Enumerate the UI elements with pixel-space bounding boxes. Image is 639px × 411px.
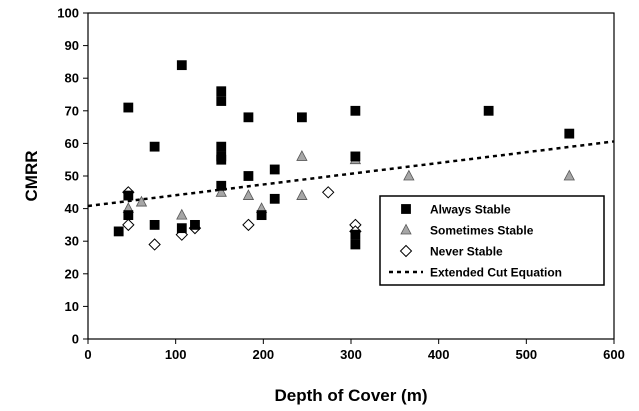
data-point-diamond (148, 238, 161, 251)
y-tick-label: 40 (65, 201, 79, 216)
data-point-diamond (122, 218, 135, 232)
data-points-layer (113, 60, 575, 251)
y-tick-label: 0 (72, 332, 79, 347)
x-tick-label: 200 (252, 347, 274, 362)
data-point-square (123, 102, 134, 113)
data-point-square (216, 154, 227, 165)
data-point-square (483, 105, 494, 116)
data-point-square (190, 219, 200, 230)
data-point-square (564, 128, 575, 139)
data-point-triangle (242, 189, 255, 200)
data-point-square (149, 141, 160, 152)
x-tick-label: 500 (515, 347, 537, 362)
data-point-triangle (403, 169, 415, 181)
legend-label: Never Stable (430, 245, 503, 259)
y-tick-label: 100 (57, 6, 79, 21)
legend-label: Always Stable (430, 203, 511, 217)
x-axis-title: Depth of Cover (m) (275, 386, 428, 405)
x-tick-label: 600 (603, 347, 625, 362)
x-tick-label: 400 (428, 347, 450, 362)
legend-swatch-triangle (400, 223, 412, 235)
x-tick-label: 0 (84, 347, 91, 362)
data-point-square (216, 180, 227, 191)
data-point-square (297, 112, 307, 123)
data-point-square (123, 210, 134, 221)
x-axis-ticks: 0 100 200 300 400 500 600 (84, 339, 625, 362)
data-point-triangle (296, 189, 308, 200)
y-tick-label: 60 (65, 136, 79, 151)
data-point-triangle (215, 185, 227, 197)
data-point-square (269, 164, 280, 175)
plot-frame (87, 12, 615, 340)
x-tick-label: 300 (340, 347, 362, 362)
y-tick-label: 90 (65, 38, 79, 53)
y-axis-ticks: 0 10 20 30 40 50 60 70 80 90 100 (57, 6, 88, 347)
legend: Always Stable Sometimes Stable Never Stabl… (379, 195, 605, 286)
data-point-square (176, 223, 187, 234)
data-point-triangle (296, 150, 308, 161)
data-point-square (256, 210, 267, 221)
data-point-square (350, 151, 361, 162)
y-tick-label: 30 (65, 234, 79, 249)
data-point-triangle (176, 208, 188, 220)
data-point-square (216, 141, 227, 152)
data-point-square (350, 239, 361, 250)
y-tick-label: 10 (65, 299, 79, 314)
y-tick-label: 20 (65, 266, 79, 281)
legend-swatch-square (401, 204, 411, 214)
data-point-square (216, 86, 227, 97)
data-point-square (113, 226, 124, 237)
plot-area (87, 12, 615, 340)
legend-swatch-diamond (399, 244, 413, 258)
legend-label: Sometimes Stable (430, 224, 534, 238)
data-point-square (123, 190, 134, 201)
legend-box (379, 195, 605, 286)
data-point-diamond (321, 186, 335, 199)
data-point-square (350, 105, 361, 116)
data-point-square (216, 96, 227, 106)
data-point-diamond (242, 218, 255, 232)
data-point-square (149, 219, 160, 230)
data-point-square (176, 60, 187, 71)
legend-label: Extended Cut Equation (430, 266, 562, 280)
data-point-triangle (563, 169, 575, 181)
y-axis-title: CMRR (22, 151, 41, 202)
data-point-square (243, 171, 254, 181)
x-tick-label: 100 (165, 347, 187, 362)
y-tick-label: 80 (65, 71, 79, 86)
data-point-square (269, 193, 280, 204)
data-point-square (350, 229, 361, 240)
data-point-triangle (135, 195, 148, 207)
trendline-layer (87, 140, 615, 208)
y-tick-label: 70 (65, 103, 79, 118)
data-point-square (243, 112, 254, 123)
y-tick-label: 50 (65, 169, 79, 184)
trendline-extended-cut-equation (87, 140, 615, 208)
